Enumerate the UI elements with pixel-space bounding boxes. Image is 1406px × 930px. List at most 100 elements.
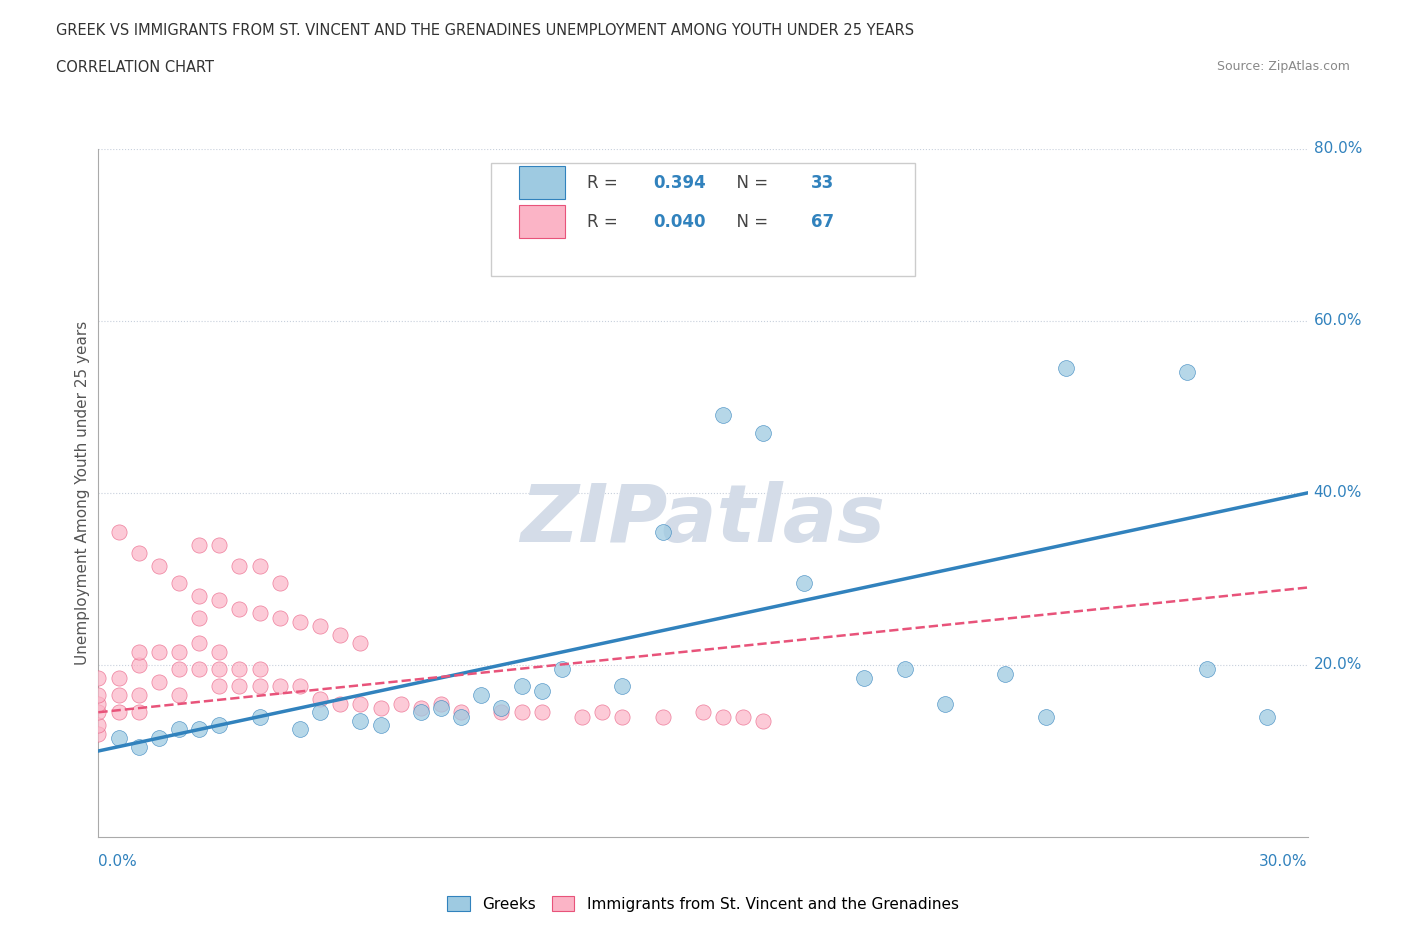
Point (107, 525, 129, 539)
Point (107, 731, 129, 746)
Point (87, 697, 110, 711)
Point (148, 559, 170, 574)
Point (208, 644, 231, 659)
Point (128, 546, 150, 561)
Point (249, 606, 271, 621)
Point (167, 662, 190, 677)
Point (409, 705, 432, 720)
Point (249, 679, 271, 694)
Point (409, 700, 432, 715)
Point (128, 739, 150, 754)
Point (752, 425, 775, 440)
Point (188, 636, 211, 651)
Point (1195, 662, 1218, 677)
Point (208, 662, 231, 677)
Text: R =: R = (586, 174, 623, 192)
Point (1175, 365, 1198, 380)
Point (148, 644, 170, 659)
Point (188, 589, 211, 604)
Point (470, 687, 492, 702)
Point (349, 636, 371, 651)
Point (711, 709, 734, 724)
Point (853, 671, 876, 685)
Point (208, 679, 231, 694)
Point (893, 662, 915, 677)
Point (530, 705, 553, 720)
Point (329, 697, 352, 711)
Point (228, 602, 250, 617)
Point (128, 687, 150, 702)
Point (269, 679, 291, 694)
Text: R =: R = (586, 213, 623, 231)
Text: N =: N = (725, 174, 773, 192)
Point (167, 576, 190, 591)
Point (167, 644, 190, 659)
Point (1054, 361, 1077, 376)
FancyBboxPatch shape (519, 206, 565, 238)
Point (430, 697, 453, 711)
Point (288, 615, 311, 630)
Point (571, 709, 593, 724)
Point (994, 666, 1017, 681)
Point (651, 525, 673, 539)
Point (430, 700, 453, 715)
Text: Source: ZipAtlas.com: Source: ZipAtlas.com (1216, 60, 1350, 73)
Point (269, 610, 291, 625)
Point (551, 662, 574, 677)
Point (370, 700, 392, 715)
Point (491, 700, 513, 715)
Text: ZIPatlas: ZIPatlas (520, 482, 886, 560)
Point (612, 679, 634, 694)
Point (1256, 709, 1278, 724)
Point (87, 687, 110, 702)
Point (188, 610, 211, 625)
Point (389, 697, 412, 711)
Point (188, 538, 211, 552)
Point (87, 671, 110, 685)
Point (87, 726, 110, 741)
Point (349, 697, 371, 711)
Text: 30.0%: 30.0% (1260, 854, 1308, 870)
FancyBboxPatch shape (519, 166, 565, 199)
Point (87, 705, 110, 720)
Text: 33: 33 (811, 174, 834, 192)
Point (370, 718, 392, 733)
Point (349, 713, 371, 728)
Point (510, 679, 533, 694)
Point (450, 709, 472, 724)
Point (208, 718, 231, 733)
Point (107, 687, 129, 702)
Point (148, 731, 170, 746)
Point (249, 709, 271, 724)
Text: 0.394: 0.394 (654, 174, 706, 192)
Point (228, 679, 250, 694)
Point (1035, 709, 1057, 724)
Point (510, 705, 533, 720)
Point (128, 705, 150, 720)
Point (167, 722, 190, 737)
Point (269, 576, 291, 591)
Point (148, 675, 170, 690)
Text: 20.0%: 20.0% (1313, 658, 1362, 672)
Point (249, 662, 271, 677)
Point (208, 538, 231, 552)
Point (128, 644, 150, 659)
Point (711, 408, 734, 423)
Point (651, 709, 673, 724)
Legend: Greeks, Immigrants from St. Vincent and the Grenadines: Greeks, Immigrants from St. Vincent and … (441, 889, 965, 918)
Text: GREEK VS IMMIGRANTS FROM ST. VINCENT AND THE GRENADINES UNEMPLOYMENT AMONG YOUTH: GREEK VS IMMIGRANTS FROM ST. VINCENT AND… (56, 23, 914, 38)
Point (733, 709, 755, 724)
Point (612, 709, 634, 724)
Point (309, 705, 332, 720)
Point (288, 722, 311, 737)
Point (692, 705, 714, 720)
Point (188, 722, 211, 737)
Text: 80.0%: 80.0% (1313, 141, 1362, 156)
Point (128, 658, 150, 672)
Point (309, 692, 332, 707)
Point (228, 662, 250, 677)
Text: 67: 67 (811, 213, 834, 231)
Text: N =: N = (725, 213, 773, 231)
Point (208, 593, 231, 608)
Point (249, 559, 271, 574)
